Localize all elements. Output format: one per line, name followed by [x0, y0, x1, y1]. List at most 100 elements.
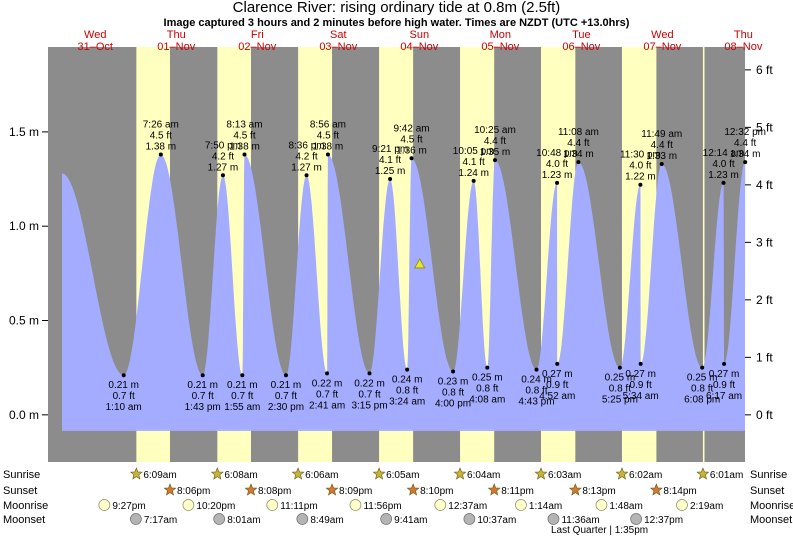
low-tide-meters: 0.21 m	[271, 380, 302, 391]
high-tide-feet: 4.4 ft	[734, 138, 756, 149]
low-tide-point	[451, 369, 456, 374]
low-tide-feet: 0.9 ft	[546, 380, 568, 391]
moonset-time: 10:37am	[477, 515, 516, 526]
high-tide-meters: 1.34 m	[563, 149, 594, 160]
moonrise-icon	[349, 499, 362, 511]
right-tick-label: 0 ft	[756, 408, 773, 422]
tide-marks: 0.21 m0.7 ft1:10 am7:26 am4.5 ft1.38 m0.…	[106, 120, 766, 414]
left-tick-label: 0.0 m	[9, 408, 39, 422]
tide-area	[62, 154, 746, 431]
high-tide-time: 12:32 pm	[724, 127, 766, 138]
sunrise-icon	[534, 467, 548, 480]
high-tide-time: 10:25 am	[474, 125, 516, 136]
low-tide-time: 1:43 pm	[185, 402, 221, 413]
high-tide-point	[242, 152, 247, 157]
high-tide-point	[555, 180, 560, 185]
moonset-icon	[547, 513, 560, 525]
tide-area-fill	[62, 154, 746, 430]
low-tide-time: 4:08 am	[469, 395, 505, 406]
low-tide-feet: 0.8 ft	[525, 386, 547, 397]
high-tide-meters: 1.34 m	[730, 149, 761, 160]
high-tide-meters: 1.38 m	[229, 142, 260, 153]
high-tide-point	[576, 160, 581, 165]
day-name: Thu	[734, 29, 753, 41]
high-tide-meters: 1.38 m	[146, 142, 177, 153]
low-tide-point	[555, 361, 560, 366]
sunset-icon	[244, 483, 258, 496]
low-tide-time: 5:25 pm	[602, 395, 638, 406]
low-tide-point	[367, 371, 372, 376]
day-date: 04–Nov	[400, 41, 438, 53]
day-date: 31–Oct	[77, 41, 112, 53]
moonrise-icon	[515, 499, 527, 511]
low-tide-feet: 0.8 ft	[609, 384, 631, 395]
high-tide-meters: 1.33 m	[646, 151, 677, 162]
low-tide-meters: 0.21 m	[227, 380, 258, 391]
astro-rows: Sunrise Sunrise Sunset Sunset Moonrise Moonri…	[3, 467, 793, 536]
high-tide-feet: 4.2 ft	[212, 151, 234, 162]
right-tick-label: 2 ft	[756, 293, 773, 307]
low-tide-meters: 0.25 m	[472, 373, 503, 384]
low-tide-feet: 0.7 ft	[358, 389, 380, 400]
right-tick-label: 1 ft	[756, 350, 773, 364]
row-label-left-sunset: Sunset	[3, 485, 37, 497]
sunrise-icon	[615, 467, 629, 480]
moonset-icon	[630, 513, 642, 525]
sunrise-time: 6:09am	[143, 470, 176, 481]
low-tide-point	[722, 361, 727, 366]
sunset-icon	[649, 483, 663, 496]
low-tide-point	[638, 361, 643, 366]
low-tide-feet: 0.8 ft	[442, 387, 464, 398]
low-tide-time: 4:43 pm	[518, 397, 554, 408]
low-tide-feet: 0.7 ft	[316, 389, 338, 400]
sunset-time: 8:13pm	[582, 486, 615, 497]
row-label-left-moonset: Moonset	[3, 514, 45, 526]
low-tide-point	[700, 365, 705, 370]
low-tide-meters: 0.21 m	[187, 380, 218, 391]
high-tide-feet: 4.5 ft	[233, 131, 255, 142]
low-tide-feet: 0.9 ft	[630, 380, 652, 391]
moonrise-icon	[182, 499, 195, 511]
sunset-time: 8:14pm	[663, 486, 696, 497]
high-tide-meters: 1.23 m	[542, 170, 573, 181]
moonrise-time: 1:48am	[609, 501, 642, 512]
high-tide-point	[659, 161, 664, 166]
moonrise-time: 11:11pm	[280, 501, 317, 512]
high-tide-feet: 4.2 ft	[295, 151, 317, 162]
low-tide-meters: 0.25 m	[687, 373, 718, 384]
low-tide-point	[534, 367, 539, 372]
moon-phase-note: Last Quarter | 1:35pm	[551, 525, 648, 536]
day-date: 03–Nov	[319, 41, 357, 53]
right-tick-label: 5 ft	[756, 120, 773, 134]
sunrise-time: 6:05am	[386, 470, 419, 481]
daylight-band	[702, 47, 705, 462]
high-tide-feet: 4.0 ft	[712, 159, 734, 170]
left-tick-label: 1.0 m	[9, 219, 39, 233]
low-tide-point	[283, 373, 288, 378]
sunset-time: 8:06pm	[177, 486, 210, 497]
sunrise-time: 6:01am	[710, 470, 743, 481]
high-tide-time: 12:14 am	[703, 148, 745, 159]
high-tide-meters: 1.36 m	[396, 145, 427, 156]
high-tide-time: 9:21 pm	[372, 144, 408, 155]
high-tide-feet: 4.4 ft	[567, 138, 589, 149]
moonset-icon	[463, 513, 476, 525]
low-tide-point	[617, 365, 622, 370]
day-name: Sun	[410, 29, 430, 41]
sunset-time: 8:10pm	[420, 486, 453, 497]
high-tide-point	[304, 173, 309, 178]
high-tide-point	[220, 173, 225, 178]
moonrise-icon	[266, 499, 279, 511]
page-title: Clarence River: rising ordinary tide at …	[232, 0, 561, 16]
high-tide-meters: 1.38 m	[313, 142, 344, 153]
row-label-right-sunset: Sunset	[750, 485, 784, 497]
high-tide-time: 8:36 pm	[288, 140, 324, 151]
day-date: 02–Nov	[238, 41, 276, 53]
moonset-time: 8:01am	[227, 515, 260, 526]
moonset-icon	[213, 513, 226, 525]
moonrise-time: 12:37am	[448, 501, 487, 512]
day-name: Mon	[490, 29, 511, 41]
sunrise-icon	[372, 467, 386, 480]
low-tide-meters: 0.23 m	[438, 376, 469, 387]
